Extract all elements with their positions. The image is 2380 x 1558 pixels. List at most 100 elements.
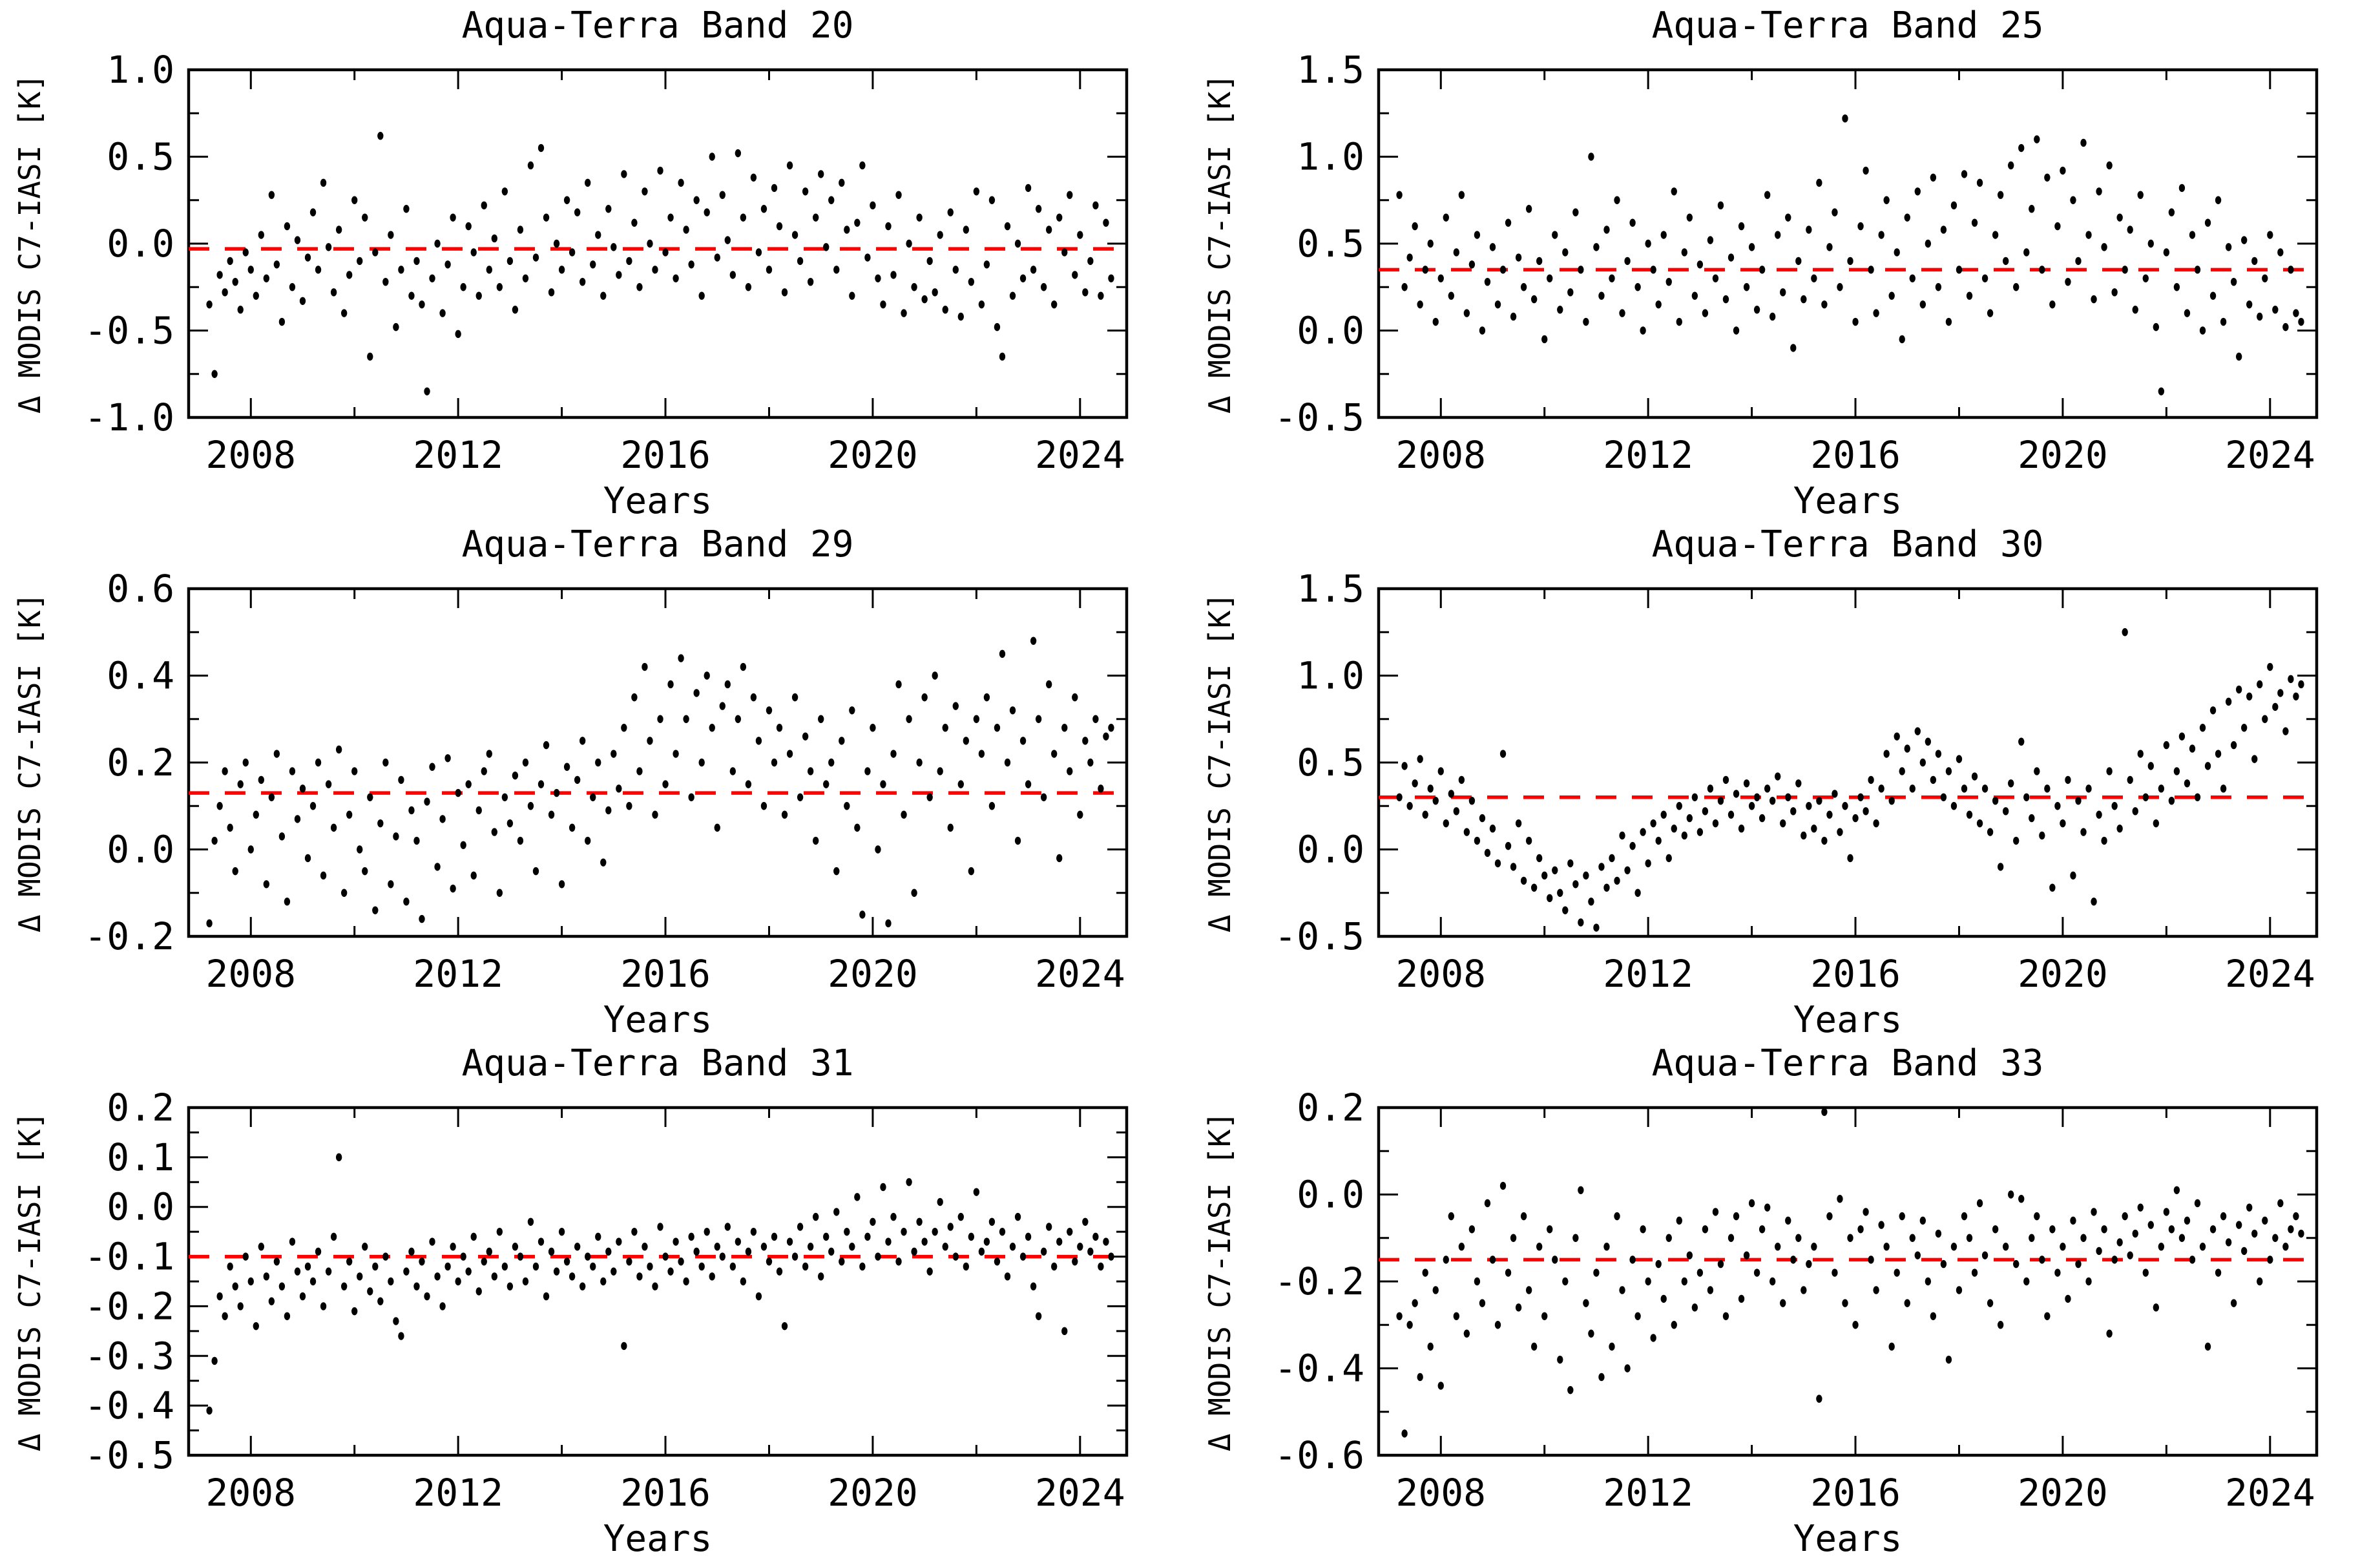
- data-point: [1640, 1225, 1646, 1234]
- data-point: [1443, 1256, 1449, 1264]
- data-point: [1816, 1395, 1822, 1403]
- data-point: [2044, 1312, 2051, 1320]
- data-point: [1614, 876, 1620, 885]
- data-point: [253, 1321, 259, 1331]
- data-point: [2298, 317, 2304, 326]
- data-point: [1665, 277, 1672, 286]
- data-point: [563, 196, 570, 204]
- data-point: [496, 1227, 503, 1236]
- data-point: [1056, 1237, 1063, 1246]
- plot-box: [1377, 68, 2319, 419]
- data-point: [2215, 196, 2222, 204]
- data-point: [626, 1258, 632, 1266]
- data-point: [1499, 1181, 1507, 1190]
- data-point: [574, 775, 581, 784]
- data-point: [600, 858, 607, 867]
- data-point: [1686, 814, 1693, 823]
- data-point: [1712, 1208, 1719, 1216]
- data-point: [1035, 1312, 1042, 1320]
- data-point: [657, 166, 663, 175]
- data-point: [346, 271, 353, 279]
- data-point: [548, 1247, 555, 1256]
- data-point: [1894, 1269, 1900, 1277]
- data-point: [2178, 184, 2186, 193]
- data-point: [2137, 750, 2144, 758]
- data-point: [667, 213, 674, 222]
- data-point: [724, 1223, 731, 1231]
- data-point: [1878, 1221, 1884, 1229]
- data-point: [760, 802, 767, 810]
- data-point: [968, 277, 975, 286]
- data-point: [315, 758, 322, 767]
- data-point: [1448, 1212, 1455, 1221]
- x-tick-label: 2012: [413, 952, 503, 996]
- data-point: [839, 178, 845, 187]
- data-point: [849, 706, 855, 715]
- data-point: [2204, 1342, 2211, 1351]
- data-point: [750, 693, 757, 702]
- data-point: [481, 201, 487, 210]
- data-point: [1541, 1312, 1548, 1320]
- data-point: [419, 1258, 425, 1266]
- data-point: [2220, 1212, 2227, 1221]
- data-point: [631, 1227, 638, 1236]
- data-point: [1769, 796, 1776, 805]
- x-tick-label: 2008: [205, 1471, 296, 1515]
- data-point: [1401, 762, 1408, 770]
- data-point: [2277, 248, 2284, 257]
- data-point: [1945, 317, 1952, 326]
- data-point: [932, 1227, 938, 1236]
- data-point: [222, 767, 228, 775]
- data-point: [786, 1237, 793, 1246]
- data-point: [1826, 243, 1833, 251]
- data-point: [1806, 802, 1812, 810]
- data-point: [2034, 767, 2040, 775]
- data-point: [2111, 288, 2118, 297]
- data-point: [2085, 784, 2092, 793]
- data-point: [2220, 317, 2227, 326]
- data-point: [558, 266, 565, 274]
- data-point: [2127, 1251, 2133, 1259]
- data-point: [393, 322, 399, 332]
- data-point: [434, 1272, 441, 1281]
- data-point: [1676, 317, 1682, 326]
- data-point: [2132, 306, 2138, 314]
- data-point: [1956, 266, 1963, 274]
- y-axis-label: Δ MODIS C7-IASI [K]: [1202, 1111, 1237, 1451]
- data-point: [408, 1247, 415, 1256]
- data-point: [952, 266, 959, 274]
- data-point: [1753, 793, 1760, 801]
- data-point: [1624, 257, 1631, 266]
- data-point: [2209, 291, 2217, 300]
- data-point: [812, 213, 819, 222]
- data-point: [2029, 814, 2035, 823]
- data-point: [465, 222, 472, 231]
- data-point: [683, 715, 689, 723]
- data-point: [673, 750, 679, 758]
- data-point: [1940, 793, 1947, 801]
- data-point: [1422, 810, 1428, 819]
- data-point: [315, 1247, 322, 1256]
- data-point: [2127, 775, 2133, 784]
- y-tick-label: 0.4: [107, 654, 174, 698]
- data-point: [1412, 1299, 1418, 1307]
- data-point: [1557, 306, 1563, 314]
- panel-band-29: Aqua-Terra Band 29 2008 2012 2016 2020 2024 0.…: [0, 519, 1190, 1038]
- data-point: [1909, 274, 1915, 282]
- data-point: [999, 1227, 1006, 1236]
- data-point: [714, 1243, 720, 1251]
- data-point: [2240, 236, 2248, 244]
- y-tick-label: -0.4: [1274, 1347, 1364, 1391]
- x-tick-label: 2012: [1603, 433, 1693, 477]
- data-point: [2288, 266, 2294, 274]
- data-point: [807, 277, 814, 286]
- data-point: [833, 1208, 840, 1216]
- data-point: [988, 196, 996, 204]
- data-point: [1072, 271, 1078, 279]
- chart-title: Aqua-Terra Band 31: [462, 1042, 854, 1084]
- data-point: [1061, 724, 1068, 732]
- data-point: [2147, 239, 2154, 248]
- data-point: [2230, 741, 2237, 750]
- data-point: [595, 231, 601, 239]
- data-point: [558, 880, 565, 889]
